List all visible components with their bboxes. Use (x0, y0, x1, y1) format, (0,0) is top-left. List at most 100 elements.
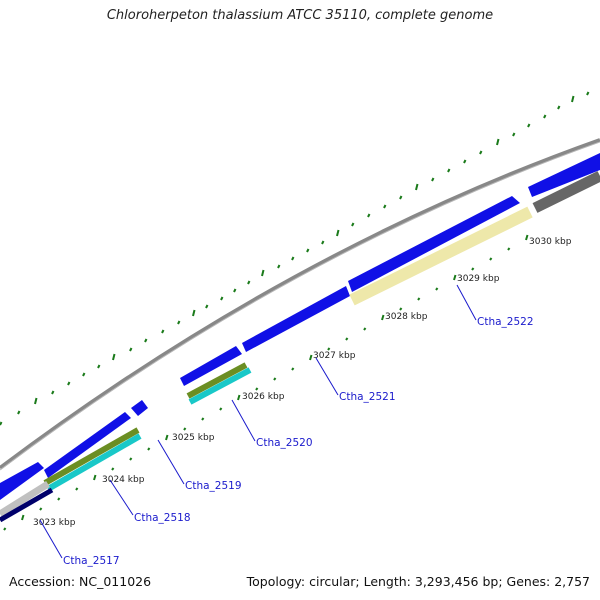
gc-tick (82, 372, 86, 377)
gc-tick (489, 257, 493, 261)
gc-tick (34, 397, 38, 405)
gc-tick (399, 307, 403, 311)
gc-tick (161, 329, 165, 334)
backbone-highlight (0, 141, 600, 471)
gc-tick (220, 296, 224, 301)
gc-tick (277, 264, 281, 269)
gc-tick (237, 394, 241, 401)
gc-tick (3, 527, 7, 531)
gc-tick (383, 204, 387, 209)
gc-tick (147, 447, 151, 451)
gc-tick (417, 297, 421, 301)
cds-forward (242, 286, 350, 352)
gc-tick (321, 240, 325, 245)
feature-pale-yellow (349, 206, 533, 306)
gene-leader-line (157, 439, 185, 485)
gc-tick (21, 514, 25, 521)
gc-tick (0, 421, 3, 426)
gc-tick (255, 387, 259, 391)
feature-labels: 3023 kbp 3024 kbp 3025 kbp 3026 kbp 3027 kbp… (33, 237, 572, 567)
gc-tick (471, 267, 475, 271)
gc-tick (129, 347, 133, 352)
cds-forward (44, 412, 131, 478)
gc-tick (233, 288, 237, 293)
gc-tick (586, 91, 590, 96)
feature-olive (43, 427, 140, 486)
gene-label: Ctha_2519 (185, 480, 242, 492)
gc-tick (112, 353, 116, 361)
gc-tick (543, 114, 547, 119)
gc-tick (351, 222, 355, 227)
gc-tick (17, 410, 21, 415)
feature-dark-gray (532, 171, 600, 213)
gc-tick (93, 474, 97, 481)
feature-tracks (0, 138, 600, 523)
gc-tick (183, 427, 187, 431)
gc-tick (571, 95, 575, 103)
cds-forward (0, 462, 44, 500)
gc-tick (496, 138, 500, 146)
gc-tick (306, 248, 310, 253)
gc-tick (447, 168, 451, 173)
gc-tick (57, 497, 61, 501)
gene-leader-line (231, 399, 256, 442)
scale-label: 3023 kbp (33, 518, 76, 528)
gc-tick (51, 390, 55, 395)
gc-tick (291, 256, 295, 261)
gene-label: Ctha_2518 (134, 512, 191, 524)
gc-tick (327, 347, 331, 351)
gene-label: Ctha_2520 (256, 437, 313, 449)
gc-tick (177, 320, 181, 325)
gc-tick (512, 132, 516, 137)
gene-label: Ctha_2521 (339, 391, 396, 403)
scale-label: 3030 kbp (529, 237, 572, 247)
gene-leader-line (456, 284, 477, 321)
gc-tick (219, 407, 223, 411)
gc-ticks (0, 91, 590, 531)
gc-tick (381, 314, 385, 321)
gc-tick (165, 434, 169, 441)
gc-tick (97, 364, 101, 369)
gc-tick (67, 381, 71, 386)
gc-tick (367, 213, 371, 218)
gc-tick (201, 417, 205, 421)
gene-leader-line (315, 357, 339, 396)
gc-tick (415, 183, 419, 191)
cds-forward (131, 400, 148, 416)
feature-light-gray (0, 481, 50, 517)
map-title: Chloroherpeton thalassium ATCC 35110, co… (106, 8, 494, 23)
gene-leader-line (109, 479, 134, 516)
gc-tick (557, 105, 561, 110)
gc-tick (527, 123, 531, 128)
feature-teal (188, 367, 252, 405)
gene-label: Ctha_2517 (63, 555, 120, 567)
cds-forward (528, 153, 600, 197)
feature-olive (186, 362, 248, 399)
gene-leader-line (39, 519, 63, 559)
gc-tick (399, 195, 403, 200)
gc-tick (525, 234, 529, 241)
gc-tick (431, 177, 435, 182)
gc-tick (479, 150, 483, 155)
gc-tick (463, 159, 467, 164)
scale-label: 3025 kbp (172, 433, 215, 443)
gc-tick (111, 467, 115, 471)
scale-label: 3024 kbp (102, 475, 145, 485)
gc-tick (507, 247, 511, 251)
gc-tick (192, 309, 196, 317)
gc-tick (205, 304, 209, 309)
scale-label: 3026 kbp (242, 392, 285, 402)
gc-tick (129, 457, 133, 461)
gc-tick (345, 337, 349, 341)
gc-tick (247, 280, 251, 285)
gc-tick (39, 507, 43, 511)
gene-label: Ctha_2522 (477, 316, 534, 328)
scale-label: 3027 kbp (313, 351, 356, 361)
scale-label: 3028 kbp (385, 312, 428, 322)
gc-tick (291, 367, 295, 371)
gc-tick (363, 327, 367, 331)
gc-tick (273, 377, 277, 381)
genome-backbone (0, 138, 600, 470)
gc-tick (144, 338, 148, 343)
